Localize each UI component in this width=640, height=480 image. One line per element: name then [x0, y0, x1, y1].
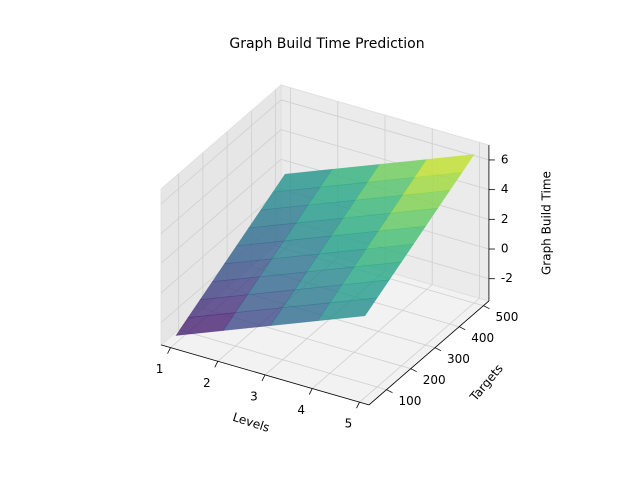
- tick-mark: [483, 305, 490, 310]
- z-tick-label: -2: [501, 271, 513, 285]
- grid-line: [160, 99, 282, 205]
- grid-line: [311, 284, 433, 389]
- tick-mark: [459, 326, 466, 331]
- tick-mark: [261, 374, 266, 382]
- x-axis-label: Levels: [231, 410, 271, 435]
- z-tick-label: 0: [501, 242, 509, 256]
- grid-line: [160, 188, 282, 294]
- z-tick-label: 4: [501, 182, 509, 196]
- y-tick-label: 300: [447, 352, 470, 366]
- surface-patch: [317, 297, 378, 322]
- tick-mark: [167, 347, 171, 354]
- y-axis-label: Targets: [467, 361, 506, 404]
- z-tick-label: 6: [501, 152, 509, 166]
- grid-line: [160, 129, 282, 234]
- tick-mark: [410, 368, 417, 373]
- z-axis-label: Graph Build Time: [539, 171, 553, 275]
- tick-mark: [434, 347, 442, 352]
- chart-title: Graph Build Time Prediction: [229, 36, 424, 52]
- y-tick-label: 400: [471, 331, 494, 345]
- axis-line: [368, 300, 490, 406]
- grid-line: [160, 159, 282, 264]
- grid-line: [280, 99, 490, 161]
- x-tick-label: 2: [203, 376, 211, 390]
- x-tick-label: 4: [297, 403, 305, 417]
- y-tick-label: 500: [495, 310, 518, 324]
- y-tick-label: 100: [398, 394, 421, 408]
- x-tick-label: 1: [156, 362, 164, 376]
- tick-mark: [356, 401, 360, 409]
- grid-line: [359, 297, 480, 403]
- x-tick-label: 5: [345, 417, 353, 431]
- grid-line: [178, 329, 387, 391]
- y-tick-label: 200: [423, 373, 446, 387]
- x-tick-label: 3: [250, 389, 258, 403]
- tick-mark: [308, 388, 313, 395]
- tick-mark: [214, 361, 219, 368]
- tick-mark: [386, 389, 393, 394]
- z-tick-label: 2: [501, 212, 509, 226]
- axis-line: [160, 344, 370, 406]
